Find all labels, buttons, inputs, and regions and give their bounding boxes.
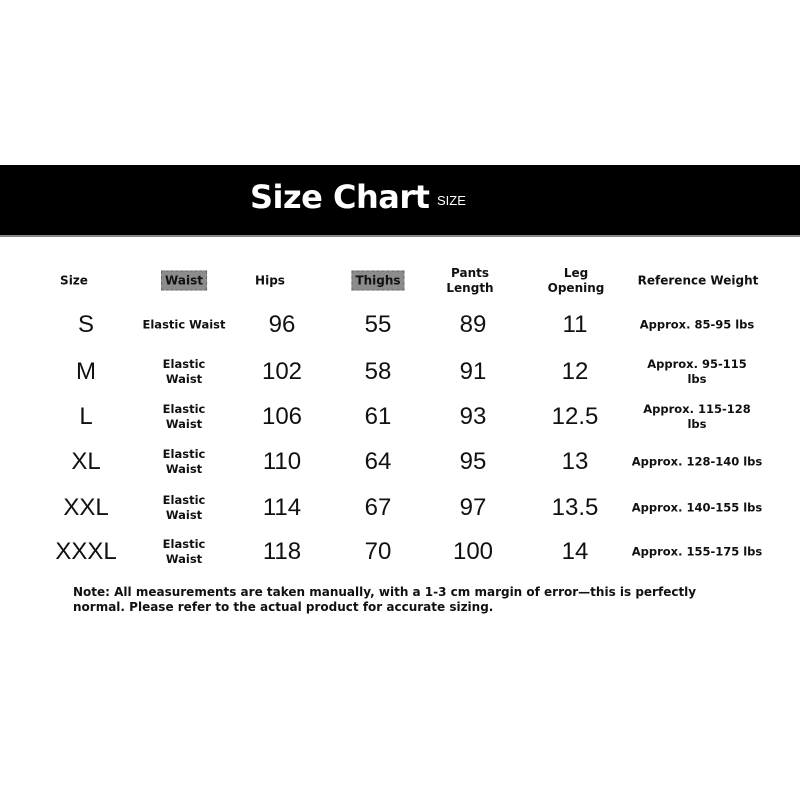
column-header-hips: Hips xyxy=(255,273,285,288)
cell-pants-length: 89 xyxy=(459,311,487,338)
note-text: Note: All measurements are taken manuall… xyxy=(73,585,697,614)
cell-leg-opening: 13 xyxy=(561,448,589,475)
column-header-leg-opening: Leg Opening xyxy=(547,266,605,295)
cell-waist: Elastic Waist xyxy=(162,493,206,522)
cell-leg-opening: 12 xyxy=(561,358,589,385)
cell-thighs: 55 xyxy=(364,311,392,338)
cell-size: S xyxy=(77,311,95,338)
column-header-reference-weight: Reference Weight xyxy=(637,273,759,288)
cell-hips: 118 xyxy=(262,538,302,565)
cell-thighs: 70 xyxy=(364,538,392,565)
page-title: Size Chart xyxy=(250,178,430,216)
cell-size: XXXL xyxy=(55,538,117,565)
cell-reference-weight: Approx. 155-175 lbs xyxy=(631,544,763,559)
cell-size: L xyxy=(79,403,93,430)
cell-thighs: 61 xyxy=(364,403,392,430)
cell-hips: 96 xyxy=(268,311,296,338)
title-banner xyxy=(0,165,800,237)
cell-reference-weight: Approx. 95-115 lbs xyxy=(647,357,747,386)
cell-waist: Elastic Waist xyxy=(162,402,206,431)
cell-reference-weight: Approx. 85-95 lbs xyxy=(639,317,755,332)
column-header-pants-length: Pants Length xyxy=(446,266,494,295)
cell-pants-length: 97 xyxy=(459,494,487,521)
cell-leg-opening: 14 xyxy=(561,538,589,565)
cell-reference-weight: Approx. 128-140 lbs xyxy=(631,454,763,469)
cell-leg-opening: 12.5 xyxy=(551,403,599,430)
cell-pants-length: 100 xyxy=(452,538,494,565)
cell-reference-weight: Approx. 115-128 lbs xyxy=(643,402,751,431)
cell-waist: Elastic Waist xyxy=(142,317,226,332)
cell-hips: 110 xyxy=(262,448,302,475)
cell-leg-opening: 13.5 xyxy=(551,494,599,521)
column-header-size: Size xyxy=(60,273,88,288)
cell-hips: 102 xyxy=(261,358,303,385)
cell-size: XL xyxy=(71,448,101,475)
page-subtitle: SIZE xyxy=(437,193,466,208)
cell-pants-length: 95 xyxy=(459,448,487,475)
cell-thighs: 64 xyxy=(364,448,392,475)
cell-waist: Elastic Waist xyxy=(162,357,206,386)
cell-pants-length: 93 xyxy=(459,403,487,430)
cell-hips: 106 xyxy=(261,403,303,430)
cell-waist: Elastic Waist xyxy=(162,447,206,476)
column-header-waist: Waist xyxy=(161,270,207,291)
cell-hips: 114 xyxy=(262,494,302,521)
column-header-thighs: Thighs xyxy=(351,270,405,291)
cell-thighs: 58 xyxy=(364,358,392,385)
cell-waist: Elastic Waist xyxy=(162,537,206,566)
cell-pants-length: 91 xyxy=(459,358,487,385)
cell-size: M xyxy=(76,358,96,385)
cell-thighs: 67 xyxy=(364,494,392,521)
cell-size: XXL xyxy=(63,494,109,521)
cell-leg-opening: 11 xyxy=(562,311,588,338)
cell-reference-weight: Approx. 140-155 lbs xyxy=(631,500,763,515)
